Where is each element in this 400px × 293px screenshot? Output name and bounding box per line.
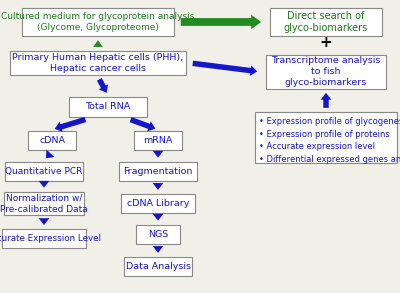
FancyBboxPatch shape	[10, 50, 186, 75]
Text: cDNA: cDNA	[39, 136, 65, 145]
FancyBboxPatch shape	[136, 225, 180, 244]
Text: • Expression profile of glycogenes
• Expression profile of proteins
• Accurate e: • Expression profile of glycogenes • Exp…	[259, 117, 400, 164]
Text: Direct search of
glyco-biomarkers: Direct search of glyco-biomarkers	[284, 11, 368, 33]
FancyBboxPatch shape	[5, 162, 83, 181]
FancyBboxPatch shape	[4, 192, 84, 215]
Text: cDNA Library: cDNA Library	[127, 199, 189, 208]
FancyBboxPatch shape	[69, 97, 147, 117]
FancyBboxPatch shape	[255, 112, 397, 163]
Text: mRNA: mRNA	[143, 136, 173, 145]
FancyBboxPatch shape	[119, 162, 197, 181]
Text: Data Analysis: Data Analysis	[126, 262, 190, 271]
Text: Primary Human Hepatic cells (PHH),
Hepatic cancer cells: Primary Human Hepatic cells (PHH), Hepat…	[12, 53, 184, 73]
FancyBboxPatch shape	[124, 257, 192, 276]
FancyBboxPatch shape	[266, 55, 386, 88]
FancyBboxPatch shape	[134, 131, 182, 150]
Text: Transcriptome analysis
to fish
glyco-biomarkers: Transcriptome analysis to fish glyco-bio…	[271, 56, 381, 87]
Text: Normalization w/
Pre-calibrated Data: Normalization w/ Pre-calibrated Data	[0, 194, 88, 214]
Text: Accurate Expression Level: Accurate Expression Level	[0, 234, 102, 243]
Text: Total RNA: Total RNA	[85, 103, 131, 111]
Text: Cultured medium for glycoprotein analysis
(Glycome, Glycoproteome): Cultured medium for glycoprotein analysi…	[1, 12, 195, 32]
Text: +: +	[320, 35, 332, 50]
FancyBboxPatch shape	[270, 8, 382, 36]
FancyBboxPatch shape	[2, 229, 86, 248]
Text: Quantitative PCR: Quantitative PCR	[5, 167, 83, 176]
FancyBboxPatch shape	[22, 8, 174, 36]
Text: Fragmentation: Fragmentation	[123, 167, 193, 176]
FancyBboxPatch shape	[28, 131, 76, 150]
FancyBboxPatch shape	[121, 194, 195, 213]
Text: NGS: NGS	[148, 230, 168, 239]
